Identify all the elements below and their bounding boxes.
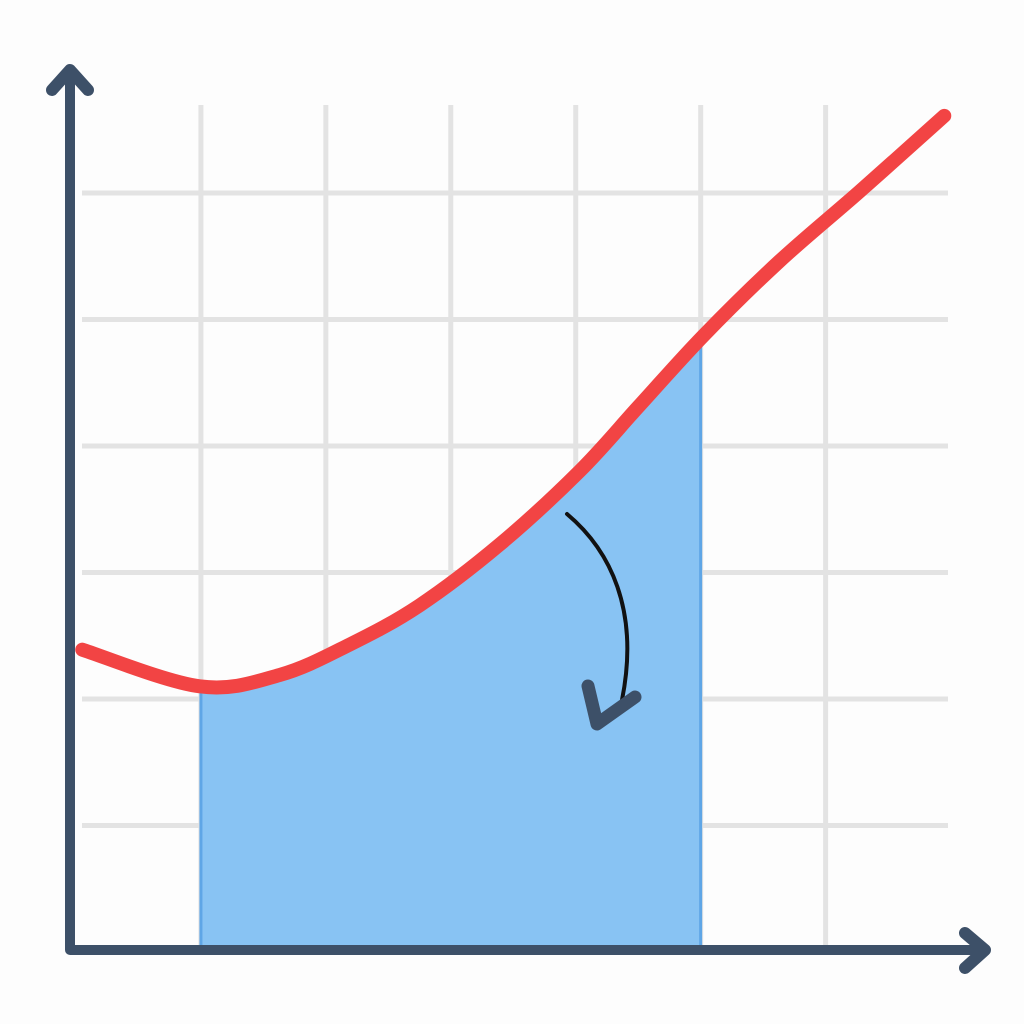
axes xyxy=(65,75,985,955)
annotation-arrow xyxy=(565,512,630,702)
curve xyxy=(75,108,952,695)
annotation-arrowhead xyxy=(581,679,642,731)
y-axis-arrowhead xyxy=(46,64,94,96)
x-axis-arrowhead xyxy=(959,927,991,974)
line-layer xyxy=(75,108,952,695)
